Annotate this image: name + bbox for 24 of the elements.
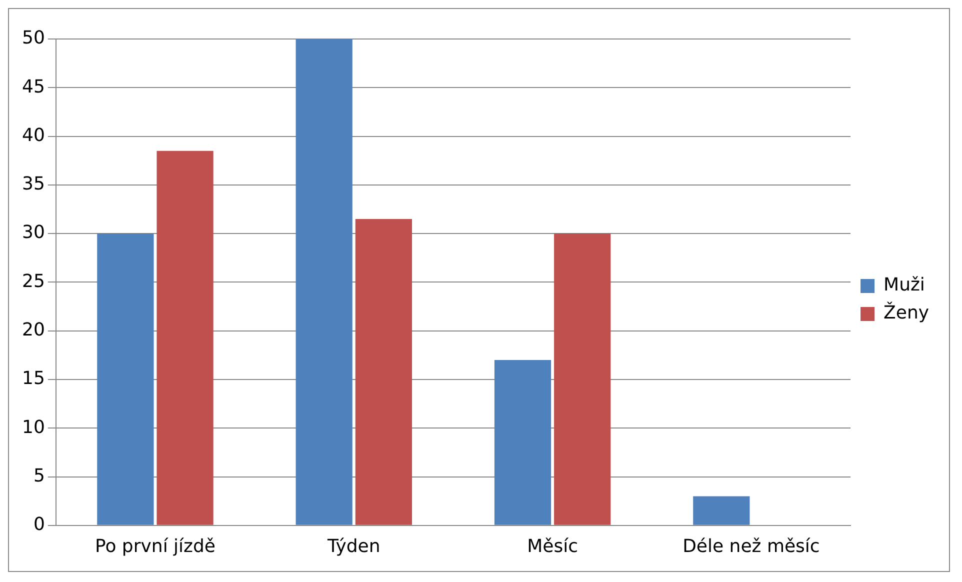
bar: [156, 150, 214, 525]
legend-label: Ženy: [884, 302, 930, 324]
y-tick-label: 0: [33, 514, 45, 536]
y-tick-label: 30: [22, 222, 45, 244]
legend-label: Muži: [884, 274, 925, 296]
y-tick-label: 5: [33, 465, 45, 486]
bar: [296, 39, 352, 525]
bar: [693, 496, 750, 525]
x-tick-label: Po první jízdě: [94, 536, 216, 557]
y-tick-label: 45: [22, 76, 45, 98]
x-tick-label: Déle než měsíc: [682, 536, 820, 557]
y-tick-label: 35: [22, 174, 45, 195]
bar: [355, 218, 412, 525]
y-tick-label: 10: [22, 416, 45, 438]
bar: [97, 234, 154, 525]
x-tick-label: Měsíc: [527, 536, 578, 557]
x-tick-label: Týden: [326, 536, 380, 557]
bar: [494, 360, 552, 525]
bar: [554, 234, 611, 525]
y-tick-label: 40: [22, 124, 45, 146]
y-tick-label: 25: [22, 270, 45, 292]
y-tick-label: 15: [22, 368, 45, 390]
y-tick-label: 20: [22, 320, 45, 341]
y-tick-label: 50: [22, 28, 45, 49]
